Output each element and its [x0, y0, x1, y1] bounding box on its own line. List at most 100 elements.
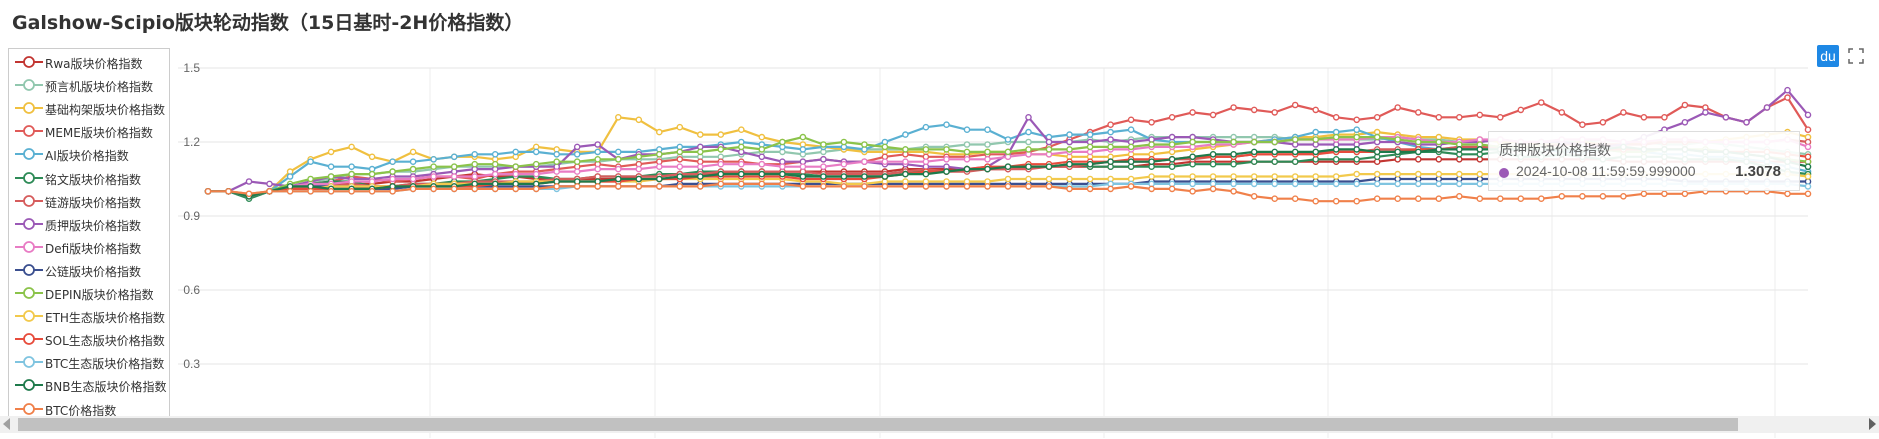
data-point[interactable] — [348, 187, 355, 195]
data-point[interactable] — [1332, 197, 1340, 205]
data-point[interactable] — [1353, 197, 1360, 205]
data-point[interactable] — [204, 187, 212, 195]
data-point[interactable] — [1107, 185, 1114, 193]
data-point[interactable] — [594, 155, 602, 163]
data-point[interactable] — [635, 153, 643, 161]
data-point[interactable] — [717, 180, 725, 188]
data-point[interactable] — [1271, 109, 1278, 116]
data-point[interactable] — [307, 158, 314, 165]
data-point[interactable] — [1168, 155, 1176, 163]
data-point[interactable] — [1415, 155, 1422, 163]
data-point[interactable] — [1066, 146, 1073, 153]
data-point[interactable] — [758, 180, 766, 188]
data-point[interactable] — [1435, 114, 1443, 121]
data-point[interactable] — [717, 131, 725, 138]
data-point[interactable] — [1209, 150, 1217, 158]
data-point[interactable] — [963, 155, 971, 163]
data-point[interactable] — [1538, 99, 1545, 106]
data-point[interactable] — [861, 158, 868, 165]
data-point[interactable] — [1312, 148, 1319, 156]
legend-item[interactable]: AI版块价格指数 — [9, 144, 169, 164]
data-point[interactable] — [820, 163, 827, 170]
legend-item[interactable]: 公链版块价格指数 — [9, 260, 169, 280]
data-point[interactable] — [512, 185, 520, 193]
data-point[interactable] — [1086, 185, 1094, 193]
data-point[interactable] — [922, 158, 930, 165]
data-point[interactable] — [615, 175, 622, 183]
data-point[interactable] — [1312, 128, 1319, 136]
data-point[interactable] — [1353, 170, 1360, 178]
data-point[interactable] — [1497, 114, 1504, 121]
data-point[interactable] — [430, 155, 437, 163]
data-point[interactable] — [1209, 173, 1217, 180]
data-point[interactable] — [697, 173, 704, 180]
data-point[interactable] — [1394, 136, 1401, 143]
data-point[interactable] — [984, 126, 991, 133]
data-point[interactable] — [409, 185, 417, 193]
data-point[interactable] — [1353, 116, 1360, 124]
data-point[interactable] — [471, 150, 479, 158]
data-point[interactable] — [1579, 192, 1586, 200]
data-point[interactable] — [327, 148, 335, 156]
data-point[interactable] — [943, 121, 950, 128]
data-point[interactable] — [1373, 180, 1381, 188]
data-point[interactable] — [1394, 180, 1401, 188]
data-point[interactable] — [1086, 160, 1094, 168]
data-point[interactable] — [266, 180, 273, 188]
data-point[interactable] — [656, 128, 663, 136]
data-point[interactable] — [902, 146, 909, 153]
data-point[interactable] — [963, 183, 971, 190]
data-point[interactable] — [532, 160, 540, 168]
legend-item[interactable]: 链游版块价格指数 — [9, 191, 169, 211]
data-point[interactable] — [1332, 146, 1340, 153]
data-point[interactable] — [902, 158, 909, 165]
data-point[interactable] — [553, 150, 561, 158]
data-point[interactable] — [307, 175, 314, 183]
data-point[interactable] — [1189, 138, 1196, 146]
data-point[interactable] — [758, 133, 766, 141]
data-point[interactable] — [389, 187, 396, 195]
data-point[interactable] — [697, 163, 704, 170]
data-point[interactable] — [861, 183, 868, 190]
data-point[interactable] — [1107, 136, 1114, 143]
data-point[interactable] — [615, 148, 622, 156]
data-point[interactable] — [1353, 155, 1360, 163]
data-point[interactable] — [738, 126, 745, 133]
data-point[interactable] — [1435, 155, 1443, 163]
data-point[interactable] — [1517, 106, 1525, 114]
data-point[interactable] — [532, 185, 540, 193]
data-point[interactable] — [1148, 158, 1155, 165]
data-point[interactable] — [1804, 190, 1812, 198]
data-point[interactable] — [1189, 173, 1196, 180]
data-point[interactable] — [1394, 104, 1401, 111]
data-point[interactable] — [1435, 138, 1443, 146]
data-point[interactable] — [1558, 109, 1566, 116]
data-point[interactable] — [1763, 104, 1771, 111]
data-point[interactable] — [307, 187, 314, 195]
data-point[interactable] — [1230, 150, 1237, 158]
legend-item[interactable]: ETH生态版块价格指数 — [9, 306, 169, 326]
data-point[interactable] — [1804, 111, 1812, 119]
data-point[interactable] — [1394, 195, 1401, 202]
data-point[interactable] — [820, 173, 827, 180]
data-point[interactable] — [1373, 148, 1381, 156]
data-point[interactable] — [1148, 141, 1155, 148]
data-point[interactable] — [1456, 170, 1463, 178]
data-point[interactable] — [1168, 163, 1176, 170]
data-point[interactable] — [1435, 170, 1443, 178]
fullscreen-icon[interactable] — [1845, 45, 1867, 67]
data-point[interactable] — [840, 138, 848, 146]
data-point[interactable] — [1332, 155, 1340, 163]
data-point[interactable] — [471, 160, 479, 168]
data-point[interactable] — [1722, 114, 1730, 121]
data-point[interactable] — [594, 165, 602, 173]
data-point[interactable] — [553, 158, 561, 165]
data-point[interactable] — [1291, 195, 1299, 202]
data-point[interactable] — [1456, 146, 1463, 153]
data-point[interactable] — [1312, 173, 1319, 180]
data-point[interactable] — [327, 187, 335, 195]
data-point[interactable] — [1415, 148, 1422, 156]
data-point[interactable] — [799, 133, 807, 141]
data-point[interactable] — [1168, 141, 1176, 148]
data-point[interactable] — [1209, 160, 1217, 168]
